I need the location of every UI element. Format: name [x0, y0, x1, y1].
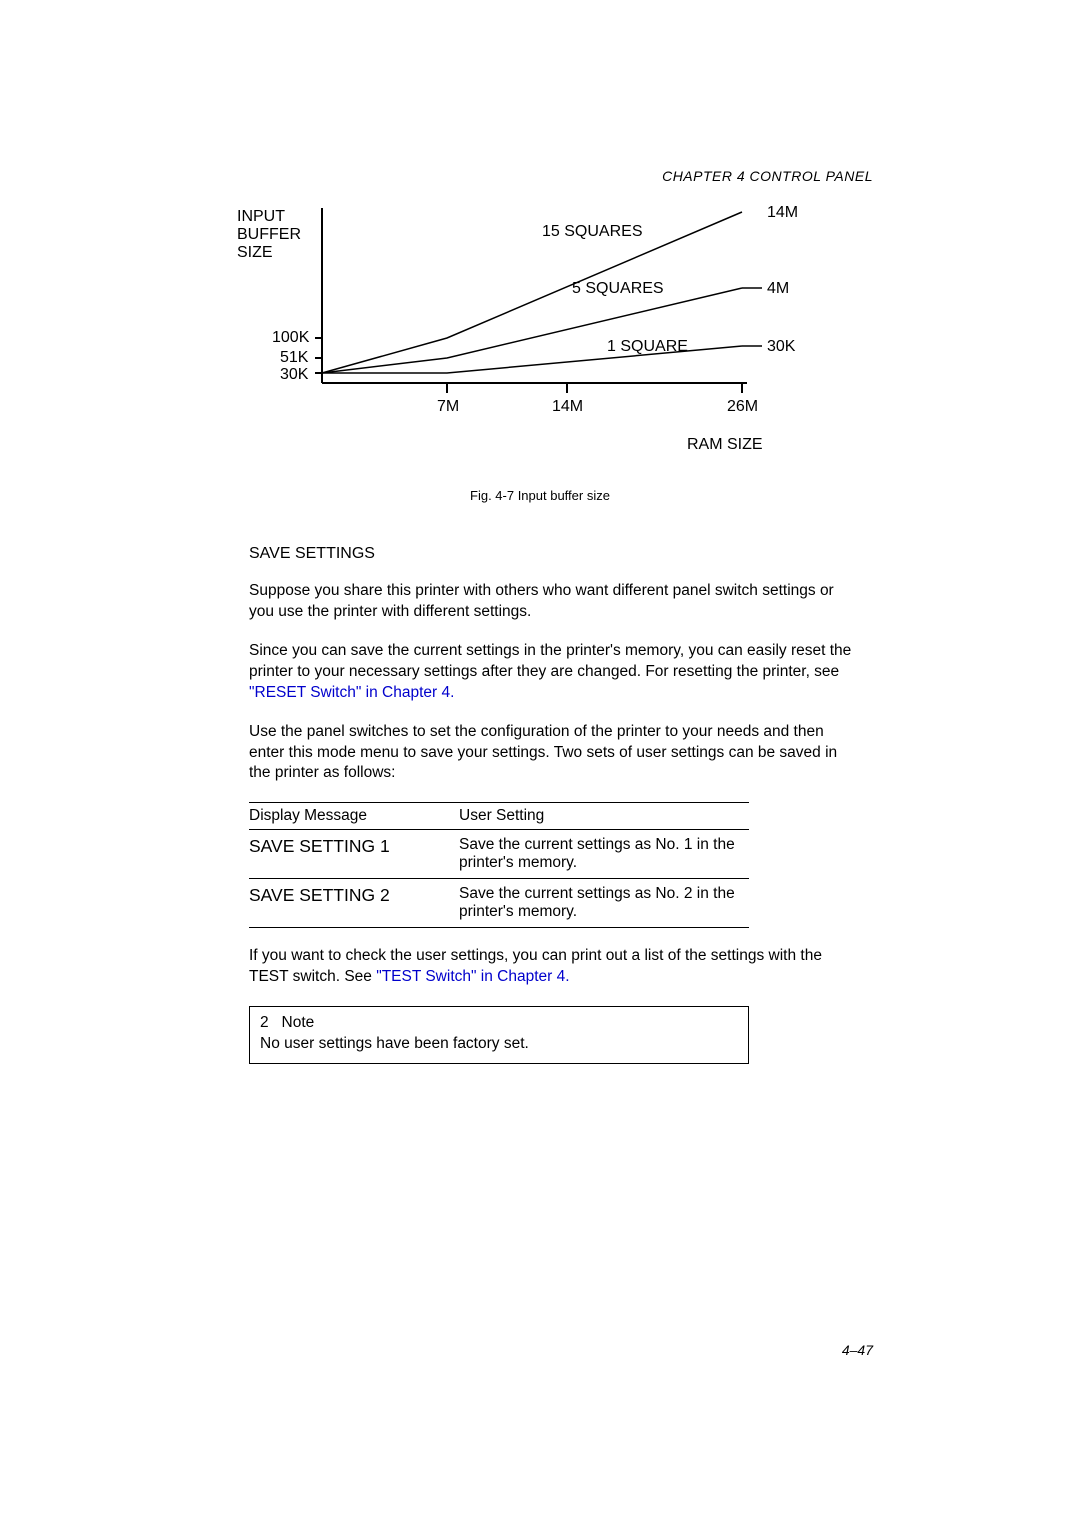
- right-label-4m: 4M: [767, 280, 789, 298]
- y-tick-51k: 51K: [280, 349, 308, 367]
- desc-save-setting-1: Save the current settings as No. 1 in th…: [459, 830, 749, 879]
- desc-save-setting-2: Save the current settings as No. 2 in th…: [459, 879, 749, 928]
- chapter-header: CHAPTER 4 CONTROL PANEL: [207, 168, 873, 184]
- label-1-square: 1 SQUARE: [607, 338, 688, 356]
- x-tick-14m: 14M: [552, 398, 583, 416]
- paragraph-3: Use the panel switches to set the config…: [249, 722, 863, 785]
- col-display-message: Display Message: [249, 803, 459, 830]
- table-row: SAVE SETTING 1 Save the current settings…: [249, 830, 749, 879]
- section-heading: SAVE SETTINGS: [249, 545, 873, 563]
- label-15-squares: 15 SQUARES: [542, 223, 642, 241]
- paragraph-2: Since you can save the current settings …: [249, 641, 863, 704]
- y-tick-100k: 100K: [272, 329, 309, 347]
- paragraph-4: If you want to check the user settings, …: [249, 946, 863, 988]
- test-switch-link[interactable]: "TEST Switch" in Chapter 4.: [376, 968, 569, 985]
- note-title: 2 Note: [260, 1013, 314, 1034]
- y-tick-30k: 30K: [280, 366, 308, 384]
- paragraph-2-text: Since you can save the current settings …: [249, 642, 851, 680]
- buffer-size-chart: INPUT BUFFER SIZE 100K: [237, 208, 843, 468]
- figure-caption: Fig. 4-7 Input buffer size: [207, 488, 873, 503]
- chart-svg: [237, 208, 847, 468]
- x-axis-title: RAM SIZE: [687, 436, 763, 454]
- paragraph-1: Suppose you share this printer with othe…: [249, 581, 863, 623]
- x-tick-7m: 7M: [437, 398, 459, 416]
- right-label-30k: 30K: [767, 338, 795, 356]
- col-user-setting: User Setting: [459, 803, 749, 830]
- right-label-14m: 14M: [767, 204, 798, 222]
- page-number: 4–47: [842, 1342, 873, 1358]
- table-row: SAVE SETTING 2 Save the current settings…: [249, 879, 749, 928]
- msg-save-setting-2: SAVE SETTING 2: [249, 879, 459, 928]
- settings-table: Display Message User Setting SAVE SETTIN…: [249, 802, 749, 928]
- reset-switch-link[interactable]: "RESET Switch" in Chapter 4.: [249, 684, 454, 701]
- note-body: No user settings have been factory set.: [260, 1034, 738, 1055]
- note-box: 2 Note No user settings have been factor…: [249, 1006, 749, 1064]
- x-tick-26m: 26M: [727, 398, 758, 416]
- msg-save-setting-1: SAVE SETTING 1: [249, 830, 459, 879]
- label-5-squares: 5 SQUARES: [572, 280, 664, 298]
